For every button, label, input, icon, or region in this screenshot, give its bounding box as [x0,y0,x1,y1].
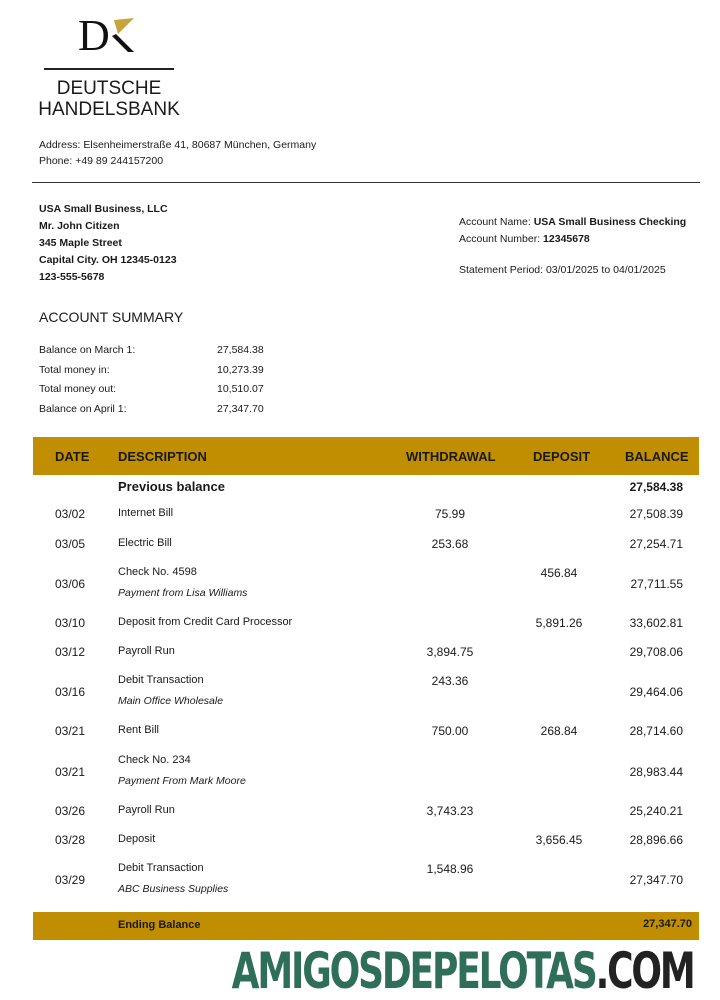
row-balance: 29,708.06 [629,645,683,659]
row-balance: 27,254.71 [629,537,683,551]
row-date: 03/29 [55,873,86,887]
row-balance: 27,711.55 [630,577,684,591]
summary-value: 10,510.07 [217,383,264,395]
row-balance: 27,347.70 [629,873,683,887]
col-balance: BALANCE [625,449,689,464]
row-date: 03/26 [55,804,86,818]
watermark-part1: AMIGOSDEPELOTAS [232,942,598,1000]
row-description: Payroll Run [118,645,175,657]
summary-label: Balance on April 1: [39,402,127,415]
row-subdescription: Payment from Lisa Williams [118,587,248,599]
summary-value: 27,584.38 [217,344,264,356]
row-description: Payroll Run [118,804,175,816]
summary-label: Total money out: [39,383,117,395]
row-date: 03/21 [55,724,86,738]
summary-row: Balance on April 1: 27,347.70 [39,400,264,420]
row-deposit: 3,656.45 [535,833,583,847]
row-balance: 29,464.06 [629,685,683,699]
account-name: Account Name: USA Small Business Checkin… [459,216,687,228]
row-description: Rent Bill [118,724,159,736]
row-balance: 28,714.60 [629,724,683,738]
bank-address: Address: Elsenheimerstraße 41, 80687 Mün… [39,139,317,151]
row-date: 03/10 [55,616,86,630]
row-description: Check No. 234 [118,754,191,766]
row-date: 03/02 [55,507,86,521]
svg-text:D: D [78,12,110,56]
row-balance: 28,983.44 [629,765,683,779]
col-date: DATE [55,449,90,464]
watermark-part2: .COM [596,942,696,1000]
customer-address: USA Small Business, LLC Mr. John Citizen 3… [39,203,177,283]
row-withdrawal: 750.00 [431,724,469,738]
row-date: 03/21 [55,765,86,779]
ending-balance-bar [33,912,699,940]
row-date: 03/28 [55,833,86,847]
summary-title: ACCOUNT SUMMARY [39,309,184,325]
watermark: AMIGOSDEPELOTAS.COM [232,942,696,1000]
row-date: 03/12 [55,645,86,659]
row-description: Deposit [118,833,156,845]
col-description: DESCRIPTION [118,449,207,464]
row-date: 03/05 [55,537,86,551]
logo-divider [44,68,174,70]
row-withdrawal: 1,548.96 [426,862,474,876]
row-description: Debit Transaction [118,862,204,874]
row-withdrawal: 3,894.75 [426,645,474,659]
row-balance: 33,602.81 [629,616,683,630]
row-withdrawal: 253.68 [431,537,469,551]
row-deposit: 456.84 [540,566,578,580]
row-balance: 28,896.66 [629,833,683,847]
ending-balance-value: 27,347.70 [643,918,692,930]
bank-logo-icon: D [78,12,134,56]
col-deposit: DEPOSIT [533,449,591,464]
row-description: Electric Bill [118,537,172,549]
summary-label: Total money in: [39,363,110,376]
previous-balance-label: Previous balance [118,479,225,494]
row-withdrawal: 75.99 [434,507,466,521]
row-date: 03/06 [55,577,86,591]
header-divider [32,182,700,183]
summary-row: Balance on March 1: 27,584.38 [39,341,264,361]
previous-balance-value: 27,584.38 [629,480,683,494]
col-withdrawal: WITHDRAWAL [406,449,496,464]
ending-balance-label: Ending Balance [118,919,201,931]
row-withdrawal: 243.36 [431,674,469,688]
summary-row: Total money out: 10,510.07 [39,380,264,400]
row-deposit: 268.84 [540,724,578,738]
statement-period: Statement Period: 03/01/2025 to 04/01/20… [459,264,666,276]
summary-row: Total money in: 10,273.39 [39,361,264,381]
summary-label: Balance on March 1: [39,344,136,356]
table-header [33,437,699,475]
row-balance: 27,508.39 [629,507,683,521]
row-description: Check No. 4598 [118,566,197,578]
row-subdescription: Payment From Mark Moore [118,775,246,787]
row-withdrawal: 3,743.23 [426,804,474,818]
row-subdescription: ABC Business Supplies [118,883,229,895]
account-number: Account Number: 12345678 [459,233,590,245]
row-description: Internet Bill [118,507,174,519]
bank-name: DEUTSCHE HANDELSBANK [38,78,180,120]
row-balance: 25,240.21 [629,804,683,818]
summary-value: 27,347.70 [217,402,264,415]
row-description: Deposit from Credit Card Processor [118,616,293,628]
bank-phone: Phone: +49 89 244157200 [39,155,164,167]
row-date: 03/16 [55,685,86,699]
row-description: Debit Transaction [118,674,204,686]
row-subdescription: Main Office Wholesale [118,695,224,707]
row-deposit: 5,891.26 [535,616,583,630]
account-summary: Balance on March 1: 27,584.38 Total money … [39,341,264,420]
summary-value: 10,273.39 [217,363,264,376]
